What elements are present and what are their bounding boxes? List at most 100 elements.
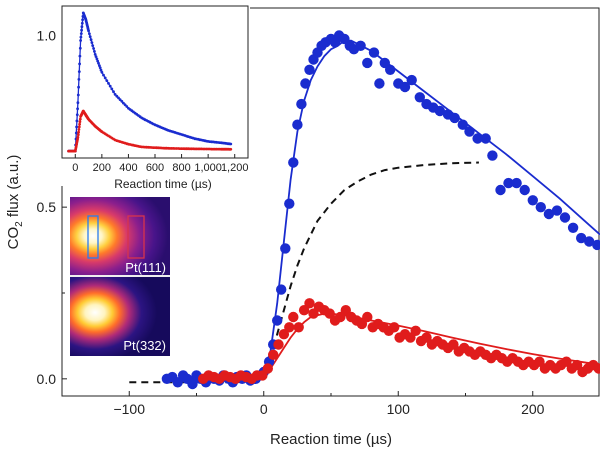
data-point: [472, 133, 483, 144]
data-point: [551, 205, 563, 216]
data-point: [362, 311, 373, 323]
inset-data-point: [93, 50, 96, 53]
inset-data-point: [80, 25, 84, 29]
x-tick-label: 0: [260, 401, 268, 417]
inset-data-point: [90, 41, 94, 44]
red-roi-box: [127, 215, 145, 259]
inset-data-point: [75, 113, 79, 117]
data-point: [389, 322, 400, 333]
inset-data-point: [97, 61, 100, 65]
inset-data-point: [77, 125, 81, 129]
inset-data-point: [95, 57, 99, 61]
inset-x-tick-label: 1,200: [221, 162, 249, 174]
data-point: [262, 363, 273, 374]
inset-data-point: [78, 46, 82, 50]
inset-axis-ticks: 0 200 400 600 800 1,000 1,200: [72, 154, 248, 174]
blue-roi-box: [87, 215, 99, 259]
panel-top-label: Pt(111): [125, 260, 166, 275]
data-point: [272, 315, 283, 326]
inset-data-point: [122, 101, 125, 105]
inset-data-point: [103, 76, 107, 80]
inset-data-point: [93, 53, 97, 56]
inset-data-point: [78, 117, 82, 121]
x-axis-label: Reaction time (µs): [270, 431, 392, 448]
data-point: [293, 322, 304, 333]
data-point: [385, 64, 396, 76]
inset-data-point: [76, 101, 80, 105]
inset-data-point: [94, 55, 98, 58]
x-tick-label: −100: [113, 401, 145, 417]
inset-data-point: [91, 44, 95, 47]
x-tick-label: 200: [521, 401, 545, 417]
inset-data-point: [110, 87, 114, 91]
inset-data-point: [120, 99, 124, 103]
data-point: [296, 98, 307, 110]
inset-x-tick-label: 600: [146, 162, 164, 174]
data-point: [592, 239, 600, 251]
inset-data-point: [80, 28, 83, 32]
inset-plot: 0 200 400 600 800 1,000 1,200: [60, 4, 250, 186]
inset-data-point: [92, 47, 95, 50]
data-point: [567, 222, 579, 233]
inset-data-point: [75, 125, 78, 129]
inset-data-point: [99, 68, 103, 72]
inset-data-point: [78, 122, 81, 126]
data-point: [559, 212, 571, 223]
data-point: [527, 195, 538, 206]
data-point: [304, 298, 315, 309]
y-axis-label-subscript: 2: [14, 221, 25, 227]
inset-data-point: [75, 119, 79, 123]
data-point: [434, 105, 446, 117]
inset-data-point: [98, 64, 101, 67]
inset-data-point: [78, 62, 81, 66]
inset-data-point: [74, 131, 78, 135]
inset-x-tick-label: 1,000: [194, 162, 222, 174]
inset-data-point: [112, 90, 115, 94]
data-point: [410, 325, 421, 336]
inset-x-tick-label: 800: [172, 162, 190, 174]
data-point: [187, 378, 198, 390]
data-point: [280, 243, 291, 254]
data-point: [292, 119, 303, 130]
inset-data-point: [118, 98, 122, 101]
inset-data-point: [89, 38, 93, 42]
data-point: [374, 78, 385, 89]
data-point: [480, 133, 491, 144]
inset-data-point: [79, 35, 83, 39]
data-point: [268, 349, 279, 360]
data-point: [355, 40, 366, 51]
data-point: [449, 112, 460, 124]
y-axis-label: CO2 flux (a.u.): [5, 155, 25, 250]
inset-data-point: [77, 85, 80, 89]
inset-x-tick-label: 400: [119, 162, 137, 174]
data-point: [399, 81, 411, 93]
data-point: [495, 184, 506, 196]
inset-data-point: [88, 35, 92, 39]
y-tick-label: 0.0: [37, 371, 57, 387]
data-point: [368, 47, 380, 58]
data-point: [464, 126, 475, 137]
inset-data-point: [100, 70, 104, 74]
inset-x-axis-label: Reaction time (µs): [114, 177, 212, 191]
inset-data-point: [80, 21, 84, 25]
inset-data-point: [79, 39, 82, 42]
data-point: [487, 150, 498, 161]
inset-data-point: [76, 133, 80, 137]
main-plot: −100 0 100 200 0.0 0.5 1.0: [37, 7, 600, 417]
inset-x-tick-label: 0: [72, 162, 78, 174]
data-point: [593, 363, 600, 374]
inset-data-point: [79, 32, 83, 35]
y-axis-label-main: CO: [5, 227, 22, 250]
data-point: [284, 322, 295, 333]
inset-data-point: [98, 66, 102, 70]
inset-series: [67, 11, 233, 153]
inset-data-point: [77, 78, 81, 81]
data-point: [284, 198, 295, 209]
inset-data-point: [76, 135, 80, 139]
image-panels: Pt(111) Pt(332): [70, 197, 170, 356]
inset-data-point: [77, 70, 81, 73]
inset-data-point: [78, 54, 82, 58]
inset-data-point: [81, 18, 84, 22]
data-point: [511, 177, 522, 189]
